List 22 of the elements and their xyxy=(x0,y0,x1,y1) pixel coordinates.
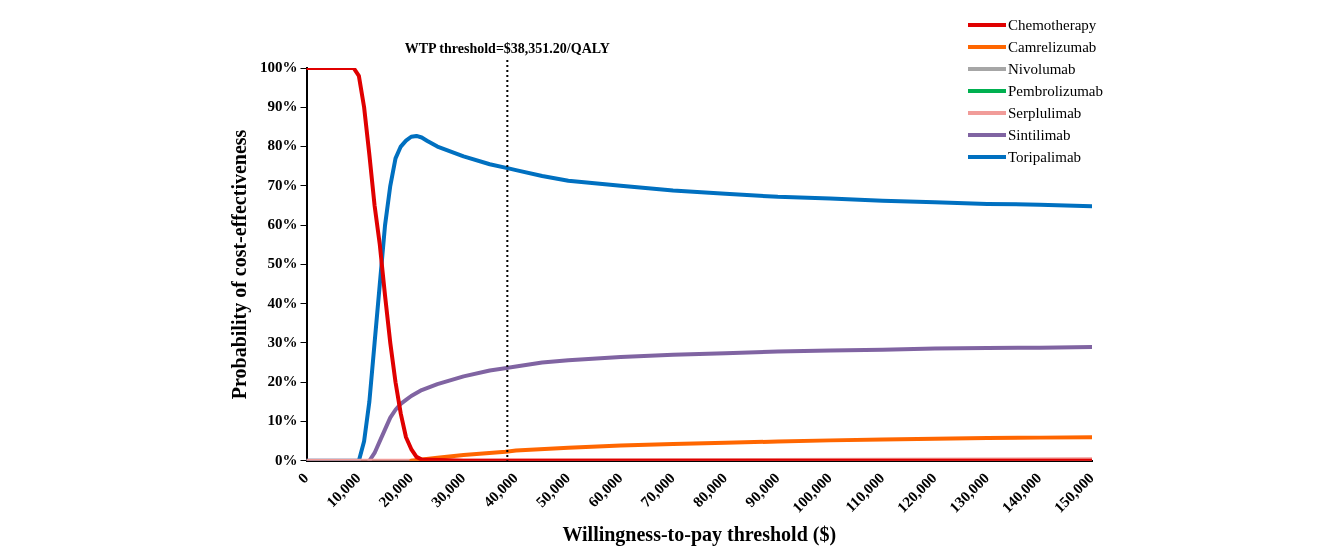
y-tick-label: 10% xyxy=(267,412,298,429)
legend-label: Camrelizumab xyxy=(1008,38,1097,56)
legend-label: Pembrolizumab xyxy=(1008,82,1103,100)
ref-line-label: WTP threshold=$38,351.20/QALY xyxy=(404,40,610,56)
legend-label: Serplulimab xyxy=(1008,104,1082,122)
y-tick-label: 40% xyxy=(267,294,298,311)
y-tick-label: 50% xyxy=(267,255,298,272)
legend-label: Toripalimab xyxy=(1008,148,1082,166)
y-tick-label: 70% xyxy=(267,176,298,193)
y-tick-label: 0% xyxy=(275,451,298,468)
y-tick-label: 100% xyxy=(260,58,298,75)
legend-label: Chemotherapy xyxy=(1008,16,1097,34)
y-axis-title: Probability of cost-effectiveness xyxy=(228,129,252,400)
y-tick-label: 90% xyxy=(267,98,298,115)
legend-label: Sintilimab xyxy=(1008,126,1071,144)
y-tick-label: 20% xyxy=(267,373,298,390)
y-tick-label: 80% xyxy=(267,137,298,154)
legend-label: Nivolumab xyxy=(1008,60,1076,78)
y-tick-label: 60% xyxy=(267,216,298,232)
x-tick-label: 0 xyxy=(294,469,312,487)
x-axis-title: Willingness-to-pay threshold ($) xyxy=(562,523,837,547)
y-tick-label: 30% xyxy=(267,333,298,350)
